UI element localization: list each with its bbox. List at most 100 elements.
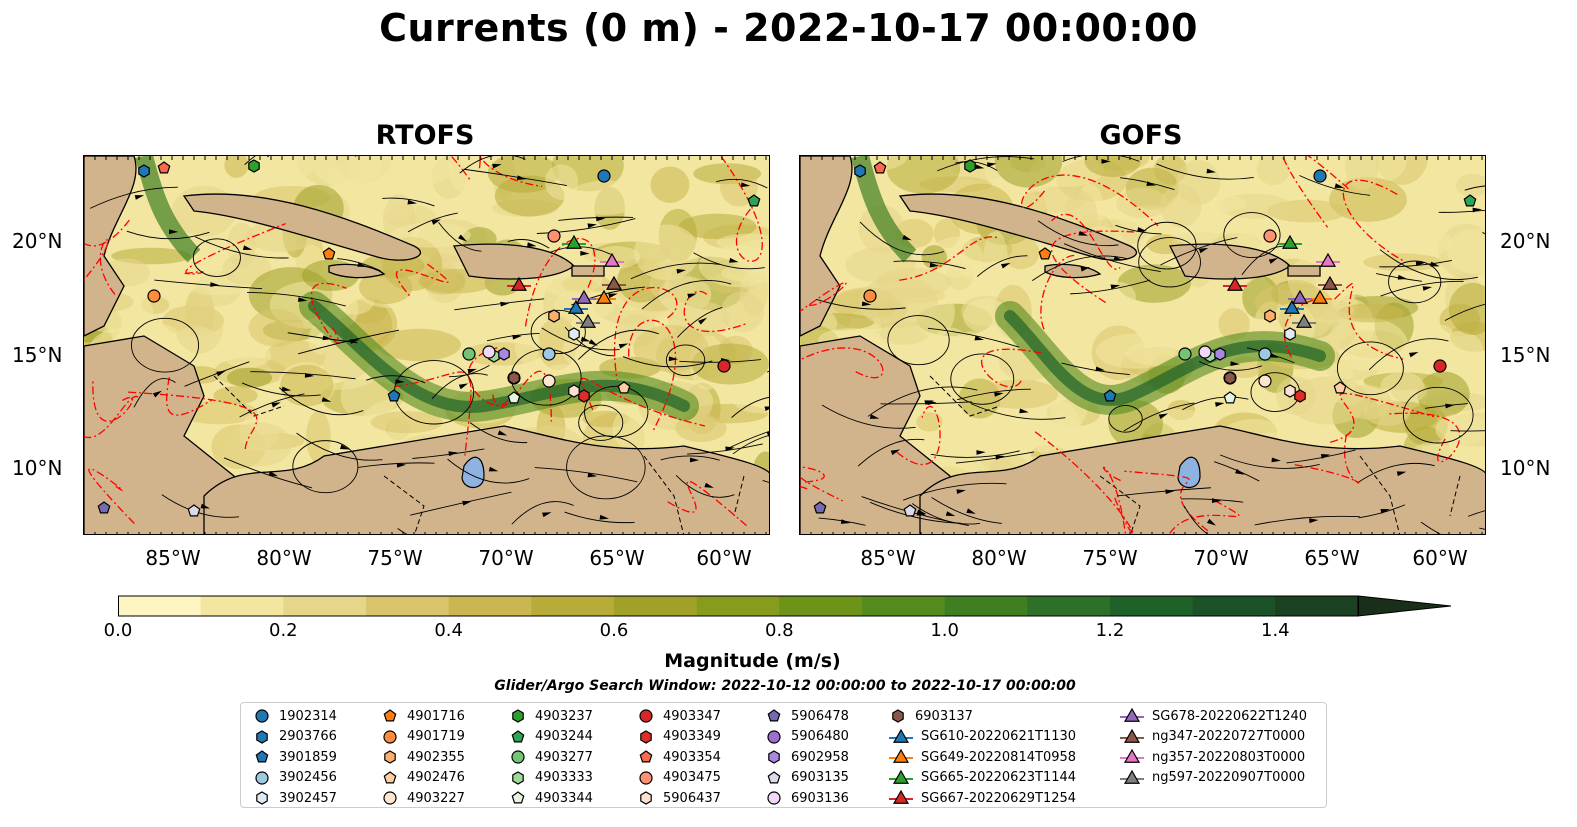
- streamline-arrow: [618, 343, 629, 349]
- argo-float-marker: [903, 504, 917, 517]
- x-tick-label: 80°W: [971, 546, 1027, 570]
- colorbar-tick-label: 0.6: [599, 620, 629, 641]
- streamline-arrow: [725, 446, 735, 452]
- legend-item: 4903475: [635, 768, 721, 788]
- argo-float-marker: [1433, 359, 1447, 373]
- legend-item: 4903349: [635, 727, 721, 747]
- legend-item: SG665-20220623T1144: [887, 768, 1076, 788]
- x-tick-label: 70°W: [478, 546, 534, 570]
- legend-item: 5906437: [635, 788, 721, 808]
- legend-item: 4901716: [379, 706, 465, 726]
- streamline-arrow: [1158, 413, 1169, 420]
- streamline-arrow: [1211, 498, 1222, 503]
- panel-title-gofs: GOFS: [1099, 120, 1183, 151]
- legend-item: 5906480: [763, 727, 849, 747]
- streamline-arrow: [1235, 468, 1245, 475]
- streamline-arrow: [492, 163, 502, 169]
- argo-float-marker: [1258, 374, 1272, 388]
- glider-marker: [1295, 313, 1313, 328]
- y-tick-label: 10°N: [1500, 456, 1551, 480]
- glider-marker: [1321, 275, 1339, 290]
- legend-label: 4903333: [535, 770, 593, 785]
- streamline-arrow: [458, 234, 468, 242]
- figure-title: Currents (0 m) - 2022-10-17 00:00:00: [379, 6, 1198, 50]
- legend-label: SG678-20220622T1240: [1152, 708, 1308, 724]
- map-panel-rtofs[interactable]: [83, 155, 770, 535]
- streamline-arrow: [339, 444, 350, 450]
- argo-float-marker: [1313, 169, 1327, 183]
- legend-item: 6903137: [887, 706, 973, 726]
- glider-marker: [605, 275, 623, 290]
- legend-item: 4903344: [507, 788, 593, 808]
- streamline-arrow: [840, 519, 851, 524]
- land-mass: [84, 335, 245, 534]
- glider-marker: [510, 276, 528, 291]
- argo-hexagon-icon: [512, 709, 524, 723]
- argo-float-marker: [322, 247, 336, 260]
- argo-circle-icon: [383, 729, 397, 744]
- land-mass: [800, 335, 961, 534]
- legend-label: 4903237: [535, 708, 593, 724]
- streamline-arrow: [542, 512, 552, 518]
- colorbar: [118, 595, 1453, 617]
- streamline-arrow: [587, 472, 598, 478]
- argo-float-marker: [1223, 391, 1237, 404]
- search-window-caption: Glider/Argo Search Window: 2022-10-12 00…: [494, 678, 1076, 694]
- streamline-arrow: [242, 245, 253, 251]
- land-mass: [571, 265, 605, 277]
- streamline-arrow: [687, 293, 697, 299]
- x-tick-label: 65°W: [1304, 546, 1360, 570]
- argo-float-marker: [1178, 347, 1192, 361]
- argo-hexagon-icon: [512, 770, 524, 785]
- streamline-arrow: [588, 339, 598, 346]
- legend-label: 4902355: [407, 749, 465, 765]
- colorbar-tick-label: 0.2: [269, 620, 298, 641]
- streamline-arrow: [431, 219, 442, 225]
- streamline-arrow: [200, 503, 211, 509]
- streamline-arrow: [1320, 453, 1331, 459]
- glider-triangle-icon: [889, 728, 913, 743]
- streamline-arrow: [1110, 284, 1121, 290]
- argo-float-marker: [542, 347, 556, 361]
- legend-label: 4901719: [407, 729, 465, 744]
- streamline-arrow: [1408, 351, 1419, 358]
- colorbar-tick-label: 1.2: [1095, 620, 1125, 641]
- streamline-arrow: [1230, 361, 1240, 367]
- land-mass: [182, 193, 422, 261]
- argo-float-marker: [1258, 347, 1272, 361]
- glider-marker: [1283, 299, 1301, 314]
- legend-item: 3902456: [251, 768, 337, 788]
- current-map: [800, 156, 1485, 534]
- colorbar-bin: [944, 596, 1028, 616]
- y-tick-label: 15°N: [12, 343, 63, 367]
- colorbar-tick-label: 0.4: [434, 620, 463, 641]
- legend-item: 6903136: [763, 788, 849, 808]
- streamline-arrow: [1268, 257, 1279, 264]
- legend-label: 4903349: [663, 729, 721, 744]
- argo-float-marker: [138, 164, 150, 178]
- glider-triangle-icon: [889, 748, 913, 763]
- legend-label: 6902958: [791, 749, 849, 765]
- streamline-arrow: [902, 234, 912, 241]
- argo-float-marker: [508, 371, 520, 385]
- legend-item: 6903135: [763, 768, 849, 788]
- map-panel-gofs[interactable]: [799, 155, 1486, 535]
- streamline-arrow: [956, 489, 966, 495]
- legend-item: ng347-20220727T0000: [1118, 727, 1305, 747]
- argo-float-marker: [462, 347, 476, 361]
- colorbar-extend-arrow: [1357, 595, 1452, 617]
- streamline-arrow: [668, 356, 679, 362]
- legend-item: 4903277: [507, 747, 593, 767]
- legend-item: ng597-20220907T0000: [1118, 768, 1305, 788]
- argo-float-marker: [547, 229, 561, 243]
- streamline-arrow: [1397, 274, 1408, 280]
- legend-label: 5906480: [791, 729, 849, 744]
- streamline-arrow: [974, 164, 985, 170]
- x-tick-label: 70°W: [1193, 546, 1249, 570]
- streamline-arrow: [740, 182, 751, 188]
- legend-item: SG649-20220814T0958: [887, 747, 1076, 767]
- legend-label: 5906437: [663, 790, 721, 806]
- streamline-arrow: [1309, 518, 1319, 524]
- argo-pentagon-icon: [255, 750, 269, 763]
- x-tick-label: 60°W: [696, 546, 752, 570]
